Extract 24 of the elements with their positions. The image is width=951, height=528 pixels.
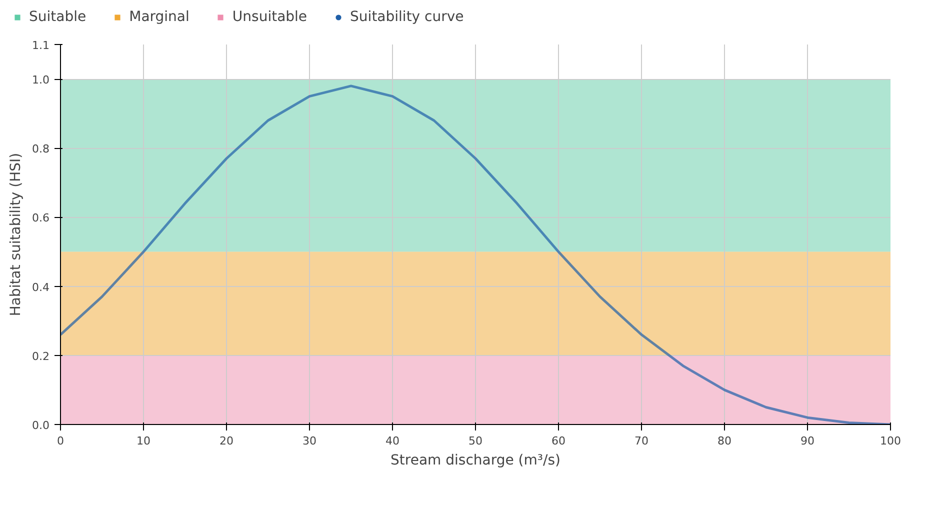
legend-label: Unsuitable: [232, 9, 308, 25]
legend-label: Suitable: [29, 9, 86, 25]
x-tick-label: 50: [468, 434, 482, 448]
x-tick-label: 40: [386, 434, 400, 448]
y-tick-label: 0.2: [32, 350, 50, 363]
y-tick-label: 0.8: [32, 142, 50, 156]
x-tick-label: 90: [800, 434, 814, 448]
x-tick-label: 70: [634, 434, 648, 448]
y-tick-label: 0.4: [32, 280, 50, 294]
x-tick-label: 100: [880, 434, 901, 448]
x-tick-label: 30: [302, 434, 316, 448]
y-tick-label: 1.0: [32, 74, 50, 87]
x-axis-title: Stream discharge (m³/s): [390, 452, 560, 468]
y-tick-label: 0.0: [32, 419, 50, 432]
y-tick-label: 0.6: [32, 212, 50, 225]
x-tick-label: 10: [136, 434, 150, 448]
legend-label: Marginal: [129, 9, 190, 25]
legend-label: Suitability curve: [350, 9, 464, 25]
y-axis-title: Habitat suitability (HSI): [8, 152, 24, 316]
x-tick-label: 20: [220, 434, 234, 448]
x-tick-label: 0: [57, 434, 64, 448]
x-tick-label: 60: [552, 434, 566, 448]
y-tick-label: 1.1: [32, 39, 50, 52]
x-tick-label: 80: [718, 434, 732, 448]
